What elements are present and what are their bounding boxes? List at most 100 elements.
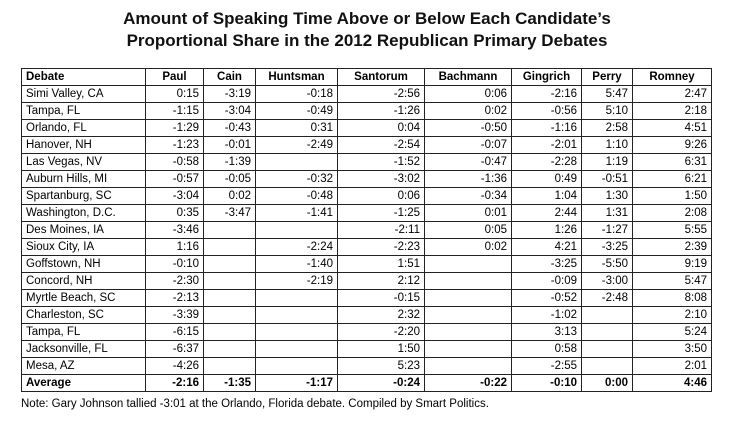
time-cell: 1:16: [145, 238, 204, 256]
time-cell: -3:39: [145, 306, 204, 324]
time-cell: 6:21: [632, 170, 712, 188]
time-cell: -5:50: [581, 255, 633, 273]
time-cell: [424, 272, 512, 290]
time-cell: [255, 153, 338, 171]
time-cell: -0:10: [145, 255, 204, 273]
time-cell: 9:26: [632, 136, 712, 154]
time-cell: -1:41: [255, 204, 338, 222]
time-cell: -1:39: [203, 153, 256, 171]
time-cell: 1:04: [511, 187, 582, 205]
time-cell: -2:56: [337, 85, 425, 103]
time-cell: 2:44: [511, 204, 582, 222]
table-row: Concord, NH -2:30 -2:19 2:12 -0:09 -3:00 5:47: [21, 272, 712, 290]
time-cell: [424, 357, 512, 375]
time-cell: -0:15: [337, 289, 425, 307]
time-cell: -3:25: [511, 255, 582, 273]
time-cell: [203, 221, 256, 239]
time-cell: [255, 323, 338, 341]
time-cell: -0:09: [511, 272, 582, 290]
time-cell: 0:49: [511, 170, 582, 188]
table-row: Orlando, FL -1:29 -0:43 0:31 0:04 -0:50 -1:16 2…: [21, 119, 712, 137]
time-cell: -2:55: [511, 357, 582, 375]
time-cell: -0:50: [424, 119, 512, 137]
time-cell: 9:19: [632, 255, 712, 273]
average-label: Average: [21, 374, 146, 392]
chart-title: Amount of Speaking Time Above or Below E…: [0, 8, 734, 52]
time-cell: [203, 289, 256, 307]
time-cell: -0:01: [203, 136, 256, 154]
time-cell: -3:46: [145, 221, 204, 239]
time-cell: -1:23: [145, 136, 204, 154]
time-cell: -3:47: [203, 204, 256, 222]
table-row: Sioux City, IA 1:16 -2:24 -2:23 0:02 4:21 -3:2…: [21, 238, 712, 256]
time-cell: 8:08: [632, 289, 712, 307]
time-cell: 6:31: [632, 153, 712, 171]
average-cell: 0:00: [581, 374, 633, 392]
table-header-row: Debate Paul Cain Huntsman Santorum Bachmann Gi…: [21, 68, 712, 86]
time-cell: -2:49: [255, 136, 338, 154]
time-cell: -3:00: [581, 272, 633, 290]
time-cell: [203, 357, 256, 375]
time-cell: [203, 272, 256, 290]
table-row: Mesa, AZ -4:26 5:23 -2:55 2:01: [21, 357, 712, 375]
table-row: Myrtle Beach, SC -2:13 -0:15 -0:52 -2:48 8:08: [21, 289, 712, 307]
table-row: Charleston, SC -3:39 2:32 -1:02 2:10: [21, 306, 712, 324]
time-cell: -0:57: [145, 170, 204, 188]
time-cell: [203, 238, 256, 256]
time-cell: 3:50: [632, 340, 712, 358]
average-cell: -1:35: [203, 374, 256, 392]
time-cell: -2:19: [255, 272, 338, 290]
table-row: Spartanburg, SC -3:04 0:02 -0:48 0:06 -0:34 1:…: [21, 187, 712, 205]
time-cell: -2:20: [337, 323, 425, 341]
time-cell: 0:05: [424, 221, 512, 239]
time-cell: -2:13: [145, 289, 204, 307]
time-cell: -0:51: [581, 170, 633, 188]
time-cell: 0:01: [424, 204, 512, 222]
time-cell: [581, 323, 633, 341]
time-cell: 2:10: [632, 306, 712, 324]
time-cell: 2:08: [632, 204, 712, 222]
time-cell: -0:43: [203, 119, 256, 137]
time-cell: -2:48: [581, 289, 633, 307]
time-cell: [424, 289, 512, 307]
time-cell: [255, 289, 338, 307]
table-row: Jacksonville, FL -6:37 1:50 0:58 3:50: [21, 340, 712, 358]
time-cell: 5:55: [632, 221, 712, 239]
debate-cell: Hanover, NH: [21, 136, 146, 154]
average-cell: -1:17: [255, 374, 338, 392]
time-cell: -1:27: [581, 221, 633, 239]
column-header: Gingrich: [511, 68, 582, 86]
time-cell: -0:56: [511, 102, 582, 120]
debate-cell: Mesa, AZ: [21, 357, 146, 375]
time-cell: 4:21: [511, 238, 582, 256]
time-cell: -0:07: [424, 136, 512, 154]
time-cell: -2:11: [337, 221, 425, 239]
column-header: Perry: [581, 68, 633, 86]
time-cell: -3:04: [145, 187, 204, 205]
time-cell: -3:19: [203, 85, 256, 103]
speaking-time-table: Debate Paul Cain Huntsman Santorum Bachmann Gi…: [21, 68, 712, 392]
time-cell: -1:36: [424, 170, 512, 188]
table-row: Simi Valley, CA 0:15 -3:19 -0:18 -2:56 0:06 -2…: [21, 85, 712, 103]
time-cell: [581, 306, 633, 324]
time-cell: [424, 340, 512, 358]
time-cell: 4:51: [632, 119, 712, 137]
column-header: Debate: [21, 68, 146, 86]
debate-cell: Simi Valley, CA: [21, 85, 146, 103]
time-cell: -1:25: [337, 204, 425, 222]
time-cell: -0:32: [255, 170, 338, 188]
table-row: Las Vegas, NV -0:58 -1:39 -1:52 -0:47 -2:28 1:…: [21, 153, 712, 171]
chart-title-line-2: Proportional Share in the 2012 Republica…: [126, 31, 608, 50]
average-cell: -0:10: [511, 374, 582, 392]
time-cell: -6:15: [145, 323, 204, 341]
time-cell: -1:52: [337, 153, 425, 171]
debate-cell: Orlando, FL: [21, 119, 146, 137]
time-cell: [255, 340, 338, 358]
table-row: Auburn Hills, MI -0:57 -0:05 -0:32 -3:02 -1:3…: [21, 170, 712, 188]
time-cell: 5:23: [337, 357, 425, 375]
time-cell: -0:47: [424, 153, 512, 171]
time-cell: -1:26: [337, 102, 425, 120]
time-cell: -3:04: [203, 102, 256, 120]
time-cell: 5:10: [581, 102, 633, 120]
table-row: Tampa, FL -1:15 -3:04 -0:49 -1:26 0:02 -0:56 5:…: [21, 102, 712, 120]
